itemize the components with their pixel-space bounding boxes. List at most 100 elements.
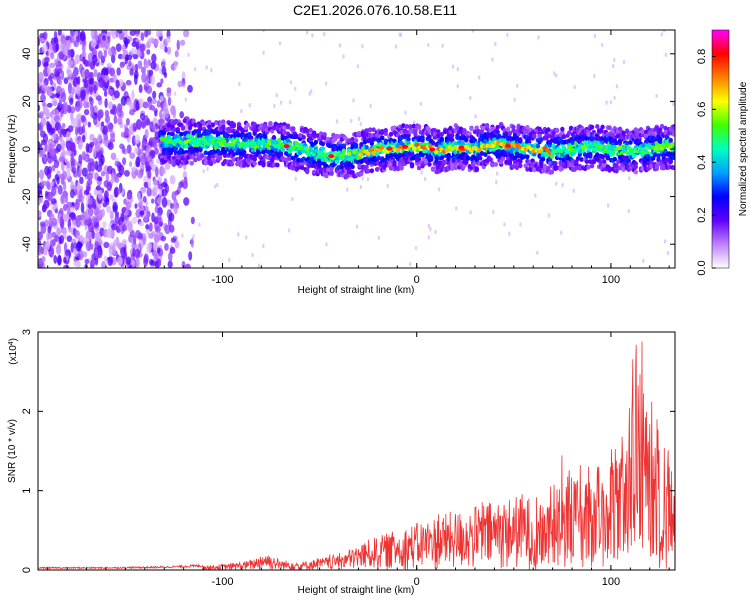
spectrogram-noise-cell — [84, 212, 91, 220]
spectrogram-noise-cell — [38, 71, 44, 83]
spectrogram-noise-cell — [154, 254, 159, 261]
spectrogram-cell — [201, 121, 207, 126]
spectrogram-ridge-cell — [335, 152, 341, 157]
spectrogram-noise-cell — [171, 191, 177, 201]
spectrogram-noise-cell — [537, 35, 540, 40]
spectrogram-cell — [589, 124, 595, 130]
spectrogram-noise-cell — [82, 134, 86, 143]
spectrogram-noise-cell — [156, 247, 161, 254]
spectrogram-noise-cell — [361, 44, 364, 49]
spectrogram-noise-cell — [66, 169, 71, 179]
spectrogram-cell — [221, 119, 226, 125]
spectrogram-noise-cell — [155, 166, 159, 178]
spectrogram-noise-cell — [273, 103, 276, 109]
spectrogram-noise-cell — [43, 155, 48, 163]
spectrogram-noise-cell — [519, 222, 522, 227]
spectrogram-noise-cell — [62, 49, 69, 55]
spectrogram-noise-cell — [51, 217, 58, 227]
spectrogram-noise-cell — [135, 156, 141, 168]
spectrogram-noise-cell — [503, 222, 506, 227]
spectrogram-noise-cell — [110, 152, 117, 161]
spectrogram-noise-cell — [279, 100, 283, 105]
spectrogram-noise-cell — [355, 224, 359, 229]
spectrogram-noise-cell — [60, 109, 64, 118]
spectrogram-noise-cell — [40, 93, 46, 103]
spectrogram-noise-cell — [471, 30, 475, 33]
spectrogram-noise-cell — [386, 183, 389, 189]
spectrogram-noise-cell — [121, 224, 128, 232]
spectrogram-cell — [235, 161, 240, 167]
spectrogram-noise-cell — [228, 258, 231, 263]
spectrogram-noise-cell — [96, 247, 103, 259]
spectrogram-noise-cell — [506, 32, 509, 38]
spectrogram-noise-cell — [49, 62, 56, 69]
spectrogram-noise-cell — [141, 72, 147, 83]
spectrogram-noise-cell — [97, 50, 103, 59]
spectrogram-noise-cell — [58, 78, 63, 86]
spectrogram-cell — [212, 159, 217, 164]
spectrogram-noise-cell — [90, 103, 94, 113]
spectrogram-noise-cell — [120, 247, 124, 257]
spectrogram-noise-cell — [424, 176, 427, 182]
spectrogram-noise-cell — [50, 150, 55, 158]
spectrogram-noise-cell — [111, 223, 118, 231]
spectrogram-noise-cell — [56, 227, 62, 236]
spectrogram-noise-cell — [516, 83, 519, 89]
spectrogram-noise-cell — [553, 71, 556, 76]
spectrogram-noise-cell — [103, 255, 108, 262]
spectrogram-noise-cell — [51, 97, 58, 107]
spectrogram-noise-cell — [44, 241, 51, 251]
spectrogram-noise-cell — [154, 225, 161, 234]
spectrogram-noise-cell — [148, 222, 153, 232]
top-x-axis-label: Height of straight line (km) — [298, 285, 415, 296]
spectrogram-ridge-cell — [629, 151, 635, 156]
spectrogram-noise-cell — [352, 98, 355, 103]
spectrogram-noise-cell — [161, 196, 168, 208]
spectrogram-noise-cell — [350, 118, 353, 124]
spectrogram-noise-cell — [134, 257, 140, 268]
spectrogram-noise-cell — [46, 123, 53, 131]
spectrogram-noise-cell — [81, 167, 88, 177]
spectrogram-noise-cell — [93, 84, 97, 94]
spectrogram-peak-cell — [386, 146, 393, 151]
spectrogram-cell — [380, 135, 385, 141]
spectrogram-noise-cell — [628, 176, 631, 181]
spectrogram-noise-cell — [78, 249, 84, 261]
spectrogram-noise-cell — [101, 34, 106, 42]
spectrogram-cell — [191, 118, 196, 124]
spectrogram-cell — [364, 144, 369, 150]
spectrogram-noise-cell — [153, 38, 158, 49]
spectrogram-noise-cell — [60, 91, 67, 103]
spectrogram-cell — [359, 171, 364, 177]
spectrogram-noise-cell — [93, 115, 98, 126]
spectrogram-noise-cell — [193, 66, 197, 72]
spectrogram-noise-cell — [377, 235, 381, 241]
spectrogram-noise-cell — [289, 80, 293, 85]
spectrogram-noise-cell — [157, 196, 162, 205]
spectrogram-noise-cell — [69, 188, 75, 199]
spectrogram-cell — [282, 125, 287, 131]
spectrogram-noise-cell — [104, 190, 109, 200]
spectrogram-cell — [474, 166, 479, 172]
spectrogram-noise-cell — [146, 30, 152, 36]
spectrogram-noise-cell — [143, 256, 149, 267]
spectrogram-cell — [252, 161, 257, 167]
spectrogram-noise-cell — [100, 171, 106, 177]
bottom-x-axis-label: Height of straight line (km) — [298, 585, 415, 596]
spectrogram-noise-cell — [158, 217, 162, 225]
spectrogram-cell — [334, 159, 340, 165]
spectrogram-noise-cell — [54, 174, 60, 181]
spectrogram-noise-cell — [87, 121, 92, 128]
spectrogram-noise-cell — [53, 255, 58, 264]
spectrogram-ridge-cell — [575, 147, 580, 152]
spectrogram-peak-cell — [429, 147, 436, 152]
spectrogram-noise-cell — [156, 82, 163, 88]
spectrogram-noise-cell — [51, 133, 57, 140]
spectrogram-noise-cell — [305, 30, 309, 35]
spectrogram-noise-cell — [100, 154, 105, 165]
spectrogram-noise-cell — [39, 169, 45, 180]
spectrogram-noise-cell — [49, 213, 55, 220]
spectrogram-noise-cell — [105, 67, 109, 76]
spectrogram-noise-cell — [71, 166, 77, 174]
spectrogram-noise-cell — [107, 141, 114, 151]
